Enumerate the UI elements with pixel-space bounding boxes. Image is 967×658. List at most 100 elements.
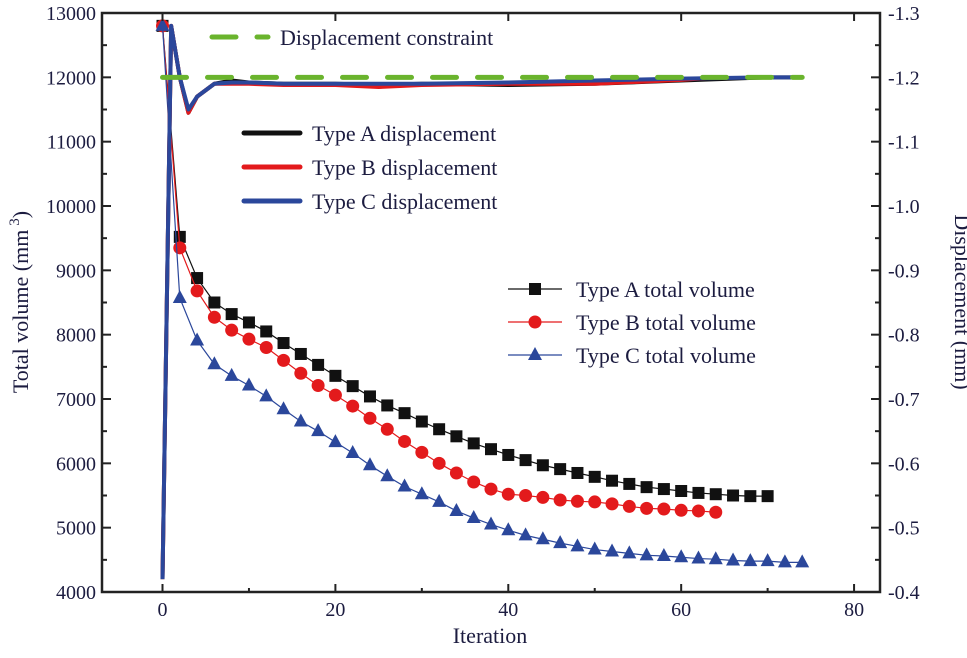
volume-point-square (260, 325, 273, 338)
volume-point-circle (398, 434, 412, 448)
y-right-tick-label: -0.7 (888, 389, 920, 411)
volume-point-triangle (795, 554, 810, 568)
legend-constraint-label: Displacement constraint (280, 25, 493, 50)
y-right-tick-label: -0.8 (888, 325, 920, 347)
volume-point-triangle (501, 522, 516, 536)
volume-point-square (191, 272, 204, 285)
volume-point-circle (311, 378, 325, 392)
volume-point-circle (622, 499, 636, 513)
volume-point-triangle (190, 332, 205, 346)
y-right-tick-label: -1.2 (888, 67, 920, 89)
volume-point-circle (432, 456, 446, 470)
legend-volume-marker-square (529, 283, 541, 295)
displacement-line (160, 23, 803, 580)
volume-point-circle (242, 332, 256, 346)
volume-point-circle (588, 495, 602, 509)
volume-point-circle (415, 445, 429, 459)
volume-point-square (675, 484, 688, 497)
volume-point-square (588, 470, 601, 483)
volume-point-circle (553, 493, 567, 507)
displacement-line (160, 23, 803, 580)
volume-point-circle (519, 489, 533, 502)
volume-point-square (398, 407, 411, 420)
volume-point-circle (570, 494, 584, 508)
legend-displacement-label: Type C displacement (312, 189, 497, 214)
volume-point-circle (467, 475, 481, 489)
volume-point-square (433, 423, 446, 436)
volume-point-triangle (639, 547, 654, 561)
y-left-tick-label: 8000 (56, 325, 96, 347)
volume-point-square (329, 369, 342, 382)
volume-point-triangle (276, 401, 291, 415)
volume-point-triangle (622, 545, 637, 559)
y-right-tick-label: -0.5 (888, 518, 920, 540)
volume-point-square (727, 489, 740, 502)
x-tick-label: 40 (498, 599, 518, 621)
volume-point-square (571, 466, 584, 479)
volume-point-circle (190, 284, 204, 298)
legend-volume-marker-triangle (528, 347, 542, 360)
y-left-tick-label: 12000 (46, 67, 96, 89)
y-axis-right-label: Displacement (mm) (950, 214, 967, 389)
volume-point-square (744, 490, 757, 503)
volume-point-square (208, 296, 221, 309)
volume-point-triangle (777, 554, 792, 568)
volume-point-circle (294, 366, 308, 380)
volume-point-triangle (293, 413, 308, 427)
y-right-tick-label: -1.1 (888, 132, 920, 154)
volume-point-triangle (518, 527, 533, 541)
volume-point-square (657, 483, 670, 496)
volume-point-circle (657, 502, 671, 516)
volume-point-square (519, 454, 532, 467)
legend-displacement-label: Type B displacement (312, 155, 497, 180)
volume-point-circle (363, 411, 377, 425)
volume-point-triangle (224, 367, 239, 381)
volume-point-triangle (760, 553, 775, 567)
volume-point-square (242, 316, 255, 329)
volume-point-triangle (259, 388, 274, 402)
y-axis-left-label: Total volume (mm3) (7, 211, 33, 393)
volume-point-circle (640, 501, 654, 515)
volume-point-circle (449, 466, 463, 480)
legend-displacement-label: Type A displacement (312, 121, 496, 146)
volume-point-circle (674, 503, 688, 517)
volume-point-triangle (207, 356, 222, 370)
volume-point-circle (380, 422, 394, 436)
volume-point-square (294, 347, 307, 360)
volume-point-triangle (432, 493, 447, 507)
volume-point-triangle (414, 486, 429, 500)
y-right-tick-label: -0.9 (888, 260, 920, 282)
volume-point-triangle (708, 551, 723, 565)
y-right-tick-label: -0.6 (888, 453, 920, 475)
volume-point-square (502, 448, 515, 461)
volume-point-circle (691, 504, 705, 518)
volume-point-triangle (570, 538, 585, 552)
volume-point-triangle (553, 535, 568, 549)
volume-point-square (606, 474, 619, 487)
volume-point-circle (484, 482, 498, 496)
volume-point-triangle (345, 445, 360, 459)
volume-point-triangle (743, 553, 758, 567)
volume-point-triangle (484, 516, 498, 530)
volume-point-square (346, 380, 359, 393)
volume-point-square (485, 443, 497, 456)
volume-point-triangle (172, 289, 187, 303)
volume-point-triangle (691, 550, 706, 564)
volume-point-square (225, 308, 238, 321)
y-left-tick-label: 5000 (56, 518, 96, 540)
x-tick-label: 80 (844, 599, 864, 621)
volume-point-circle (173, 241, 187, 255)
volume-point-square (467, 437, 480, 450)
legend-volume-label: Type A total volume (576, 277, 755, 302)
y-left-tick-label: 11000 (47, 132, 96, 154)
volume-point-circle (277, 353, 291, 367)
volume-point-triangle (535, 531, 550, 545)
volume-point-square (640, 481, 653, 494)
volume-point-circle (225, 323, 239, 337)
legend-volume-label: Type B total volume (576, 310, 756, 335)
volume-point-triangle (362, 457, 377, 471)
volume-point-triangle (241, 377, 256, 391)
volume-point-circle (501, 487, 515, 501)
